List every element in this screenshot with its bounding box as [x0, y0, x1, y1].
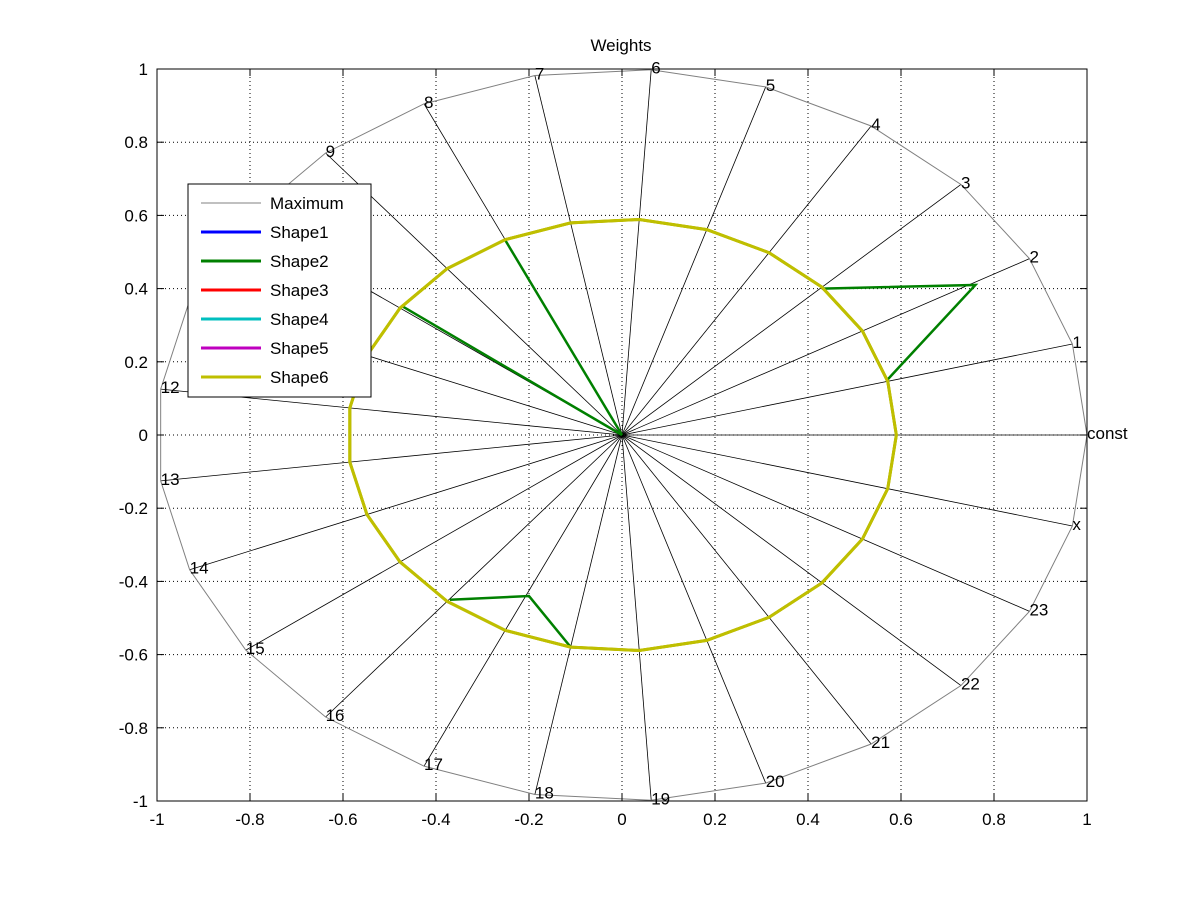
- spoke-13: [160, 434, 623, 482]
- spoke-21: [621, 434, 872, 745]
- legend-label-shape6: Shape6: [270, 368, 329, 387]
- y-tick-label: -1: [133, 792, 148, 811]
- spoke-label-5: 5: [766, 76, 775, 95]
- spoke-9: [325, 152, 623, 436]
- spoke-22: [621, 434, 962, 686]
- y-tick-label: -0.6: [119, 646, 148, 665]
- spike-shape2-2: [504, 240, 624, 436]
- spoke-label-19: 19: [651, 789, 670, 808]
- spoke-label-13: 13: [161, 470, 180, 489]
- spoke-label-16: 16: [326, 706, 345, 725]
- x-tick-label: 0.8: [982, 810, 1006, 829]
- spike-shape2-3: [402, 305, 623, 437]
- spike-shape2-1: [449, 594, 572, 649]
- series-layer: [160, 69, 1088, 801]
- spoke-label-9: 9: [326, 142, 335, 161]
- spoke-1: [621, 343, 1073, 436]
- legend-label-shape4: Shape4: [270, 310, 329, 329]
- spoke-18: [534, 434, 623, 795]
- spoke-label-6: 6: [651, 59, 660, 78]
- spoke-15: [245, 434, 623, 651]
- spoke-2: [621, 258, 1030, 436]
- spoke-14: [189, 434, 623, 571]
- spike-shape2-0: [821, 283, 979, 381]
- x-tick-label: -1: [149, 810, 164, 829]
- x-tick-label: 0.4: [796, 810, 820, 829]
- spoke-label-23: 23: [1029, 600, 1048, 619]
- spoke-label-15: 15: [246, 639, 265, 658]
- legend-label-shape2: Shape2: [270, 252, 329, 271]
- spoke-23: [621, 434, 1030, 612]
- ticks: -1 -0.8 -0.6 -0.4 -0.2 0 0.2 0.4 0.6 0.8 1 -1 -0.8 -0…: [119, 60, 1092, 829]
- x-tick-label: -0.6: [328, 810, 357, 829]
- x-tick-label: 0.2: [703, 810, 727, 829]
- spoke-label-1: 1: [1072, 333, 1081, 352]
- x-tick-label: -0.2: [514, 810, 543, 829]
- legend-label-shape5: Shape5: [270, 339, 329, 358]
- spoke-7: [534, 75, 623, 436]
- spoke-label-8: 8: [424, 93, 433, 112]
- spoke-5: [621, 86, 767, 436]
- spoke-20: [621, 434, 767, 784]
- spoke-19: [621, 434, 652, 801]
- spoke-16: [325, 434, 623, 718]
- series-shape6-top: [348, 217, 898, 653]
- legend-label-shape1: Shape1: [270, 223, 329, 242]
- y-tick-label: 1: [139, 60, 148, 79]
- y-tick-label: 0.8: [124, 133, 148, 152]
- y-tick-label: 0.6: [124, 206, 148, 225]
- spoke-label-14: 14: [190, 559, 209, 578]
- spoke-label-7: 7: [535, 64, 544, 83]
- spoke-label-x: x: [1072, 515, 1081, 534]
- spoke-4: [621, 125, 872, 436]
- y-tick-label: 0.2: [124, 353, 148, 372]
- spoke-label-12: 12: [161, 378, 180, 397]
- spoke-17: [423, 434, 623, 767]
- spoke-label-3: 3: [961, 173, 970, 192]
- spoke-label-18: 18: [535, 784, 554, 803]
- spoke-x: [621, 434, 1073, 527]
- spoke-label-22: 22: [961, 675, 980, 694]
- x-tick-label: -0.8: [235, 810, 264, 829]
- spoke-label-const: const: [1087, 424, 1128, 443]
- y-tick-label: 0: [139, 426, 148, 445]
- spoke-6: [621, 69, 652, 436]
- x-tick-label: 0: [617, 810, 626, 829]
- spoke-label-17: 17: [424, 755, 443, 774]
- spoke-label-20: 20: [766, 772, 785, 791]
- y-tick-label: -0.2: [119, 499, 148, 518]
- x-tick-label: 1: [1082, 810, 1091, 829]
- legend-label-shape3: Shape3: [270, 281, 329, 300]
- y-tick-label: -0.4: [119, 572, 148, 591]
- chart-title: Weights: [590, 36, 651, 55]
- spoke-label-2: 2: [1029, 248, 1038, 267]
- y-tick-label: 0.4: [124, 280, 148, 299]
- spoke-3: [621, 184, 962, 436]
- y-tick-label: -0.8: [119, 719, 148, 738]
- x-tick-label: -0.4: [421, 810, 450, 829]
- spoke-label-21: 21: [871, 733, 890, 752]
- spoke-label-4: 4: [871, 115, 880, 134]
- legend: Maximum Shape1 Shape2 Shape3 Shape4 Shape5 Sha…: [187, 183, 372, 398]
- x-tick-label: 0.6: [889, 810, 913, 829]
- legend-label-maximum: Maximum: [270, 194, 344, 213]
